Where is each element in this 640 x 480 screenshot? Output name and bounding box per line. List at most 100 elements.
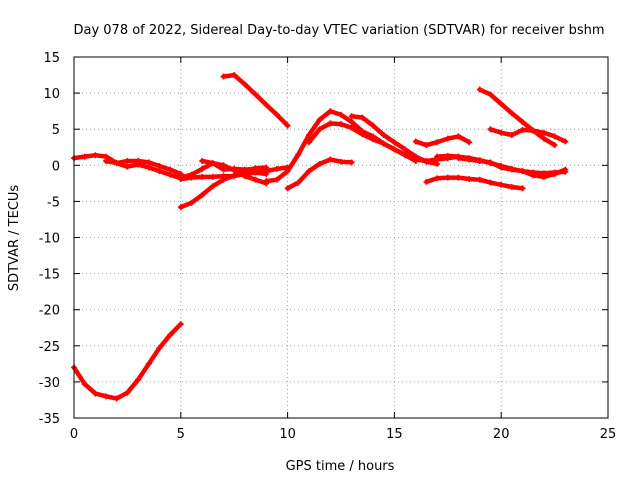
data-point — [305, 139, 312, 146]
data-point — [124, 163, 131, 170]
data-point — [434, 139, 441, 146]
data-point — [327, 108, 334, 115]
series-line-arc-15 — [424, 175, 525, 191]
y-tick-label: -35 — [39, 412, 60, 427]
data-point — [156, 168, 163, 175]
data-point — [231, 167, 238, 174]
data-point — [562, 138, 569, 145]
data-point — [305, 131, 312, 138]
data-point — [263, 101, 270, 108]
data-point — [508, 110, 515, 117]
data-point — [295, 179, 302, 186]
data-point — [263, 170, 270, 177]
y-tick-label: 5 — [52, 123, 60, 138]
chart-title: Day 078 of 2022, Sidereal Day-to-day VTE… — [73, 23, 604, 38]
x-tick-label: 5 — [177, 427, 185, 442]
data-point — [338, 158, 344, 165]
data-point — [145, 159, 152, 166]
data-point — [380, 131, 387, 138]
data-point — [540, 135, 547, 142]
data-point — [273, 165, 280, 172]
data-point — [423, 158, 430, 165]
data-point — [466, 176, 473, 183]
data-point — [476, 157, 483, 164]
data-point — [455, 155, 462, 162]
data-point — [487, 179, 494, 186]
data-point — [359, 131, 366, 138]
data-point — [530, 127, 537, 134]
data-point — [487, 159, 494, 166]
data-point — [508, 131, 515, 138]
data-point — [562, 166, 569, 173]
y-tick-label: -20 — [39, 304, 60, 319]
data-point — [156, 344, 163, 351]
x-tick-label: 10 — [279, 427, 296, 442]
data-point — [519, 118, 526, 125]
x-tick-label: 25 — [600, 427, 617, 442]
y-tick-label: -25 — [39, 340, 60, 355]
data-point — [199, 191, 206, 198]
data-point — [92, 152, 99, 159]
data-point — [466, 156, 473, 163]
data-point — [241, 173, 248, 180]
data-point — [466, 139, 473, 146]
y-axis-label: SDTVAR / TECUs — [7, 185, 22, 292]
data-point — [209, 160, 216, 167]
data-point — [231, 72, 238, 79]
data-point — [476, 176, 483, 183]
grid — [74, 57, 608, 418]
y-tick-label: 10 — [43, 87, 60, 102]
data-point — [252, 169, 259, 176]
data-point — [434, 175, 441, 182]
series-line-arc-16 — [477, 87, 557, 148]
data-point — [444, 135, 451, 142]
data-point — [402, 152, 409, 159]
data-point — [103, 393, 110, 400]
y-tick-label: 0 — [52, 159, 60, 174]
data-point — [167, 171, 174, 178]
data-point — [156, 163, 163, 170]
data-point — [327, 120, 334, 127]
data-point — [487, 126, 494, 133]
data-point — [370, 122, 377, 129]
data-point — [252, 176, 259, 183]
data-point — [508, 166, 515, 173]
data-point — [92, 390, 99, 397]
data-point — [423, 142, 430, 149]
data-point — [519, 126, 526, 133]
data-point — [305, 168, 312, 175]
data-point — [188, 174, 195, 181]
data-point — [338, 111, 344, 118]
data-point — [412, 138, 419, 145]
y-tick-label: -30 — [39, 376, 60, 391]
data-point — [145, 164, 152, 171]
data-point — [316, 116, 323, 123]
axis-ticks: 0 5 10 15 20 25 15 10 5 0 -5 -10 -15 -20 -25 -30 -35 — [39, 51, 617, 442]
data-point — [145, 360, 152, 367]
data-point — [284, 185, 291, 192]
data-point — [81, 381, 88, 388]
data-point — [231, 173, 238, 180]
data-point — [498, 100, 505, 107]
data-point — [498, 181, 505, 188]
data-point — [348, 124, 355, 131]
data-point — [519, 168, 526, 175]
data-point — [273, 176, 280, 183]
y-tick-label: -5 — [47, 195, 60, 210]
data-point — [444, 174, 451, 181]
y-tick-label: -10 — [39, 232, 60, 247]
data-point — [348, 118, 355, 125]
data-point — [284, 168, 291, 175]
data-point — [316, 126, 323, 133]
x-tick-label: 0 — [70, 427, 78, 442]
data-point — [209, 183, 216, 190]
data-point — [348, 159, 355, 166]
data-point — [338, 121, 344, 128]
data-point — [551, 133, 558, 140]
series-line-arc-13 — [413, 134, 472, 148]
data-point — [391, 139, 398, 146]
data-point — [135, 157, 142, 164]
data-point — [487, 91, 494, 98]
data-point — [540, 129, 547, 136]
